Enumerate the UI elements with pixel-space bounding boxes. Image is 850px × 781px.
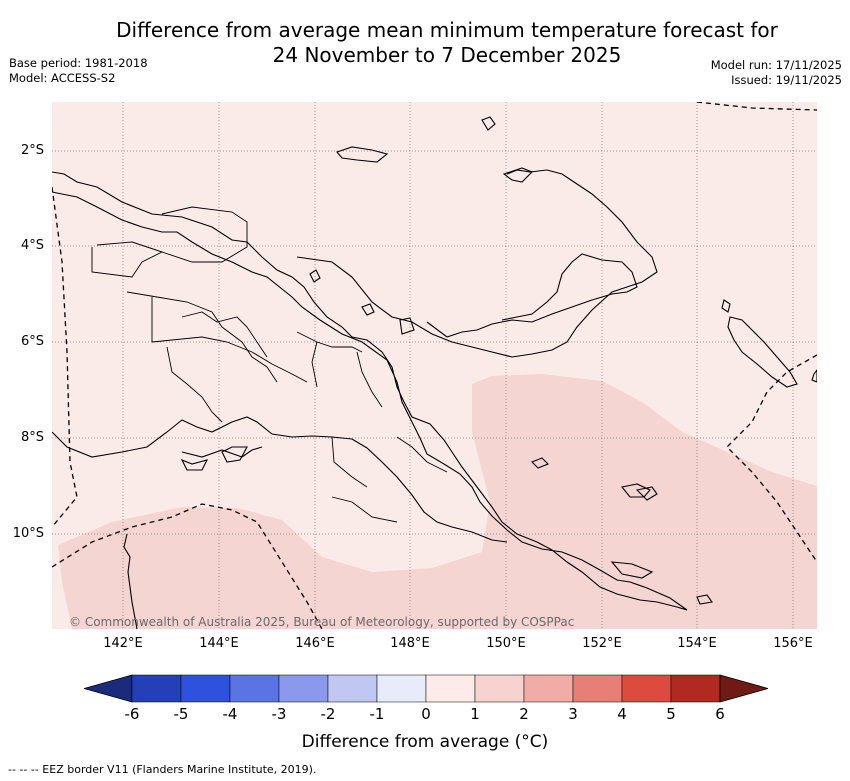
lat-label-2s: 2°S	[20, 143, 44, 158]
colorbar-segment	[180, 674, 231, 703]
fly-delta	[180, 458, 209, 471]
colorbar-arrow-high	[719, 674, 768, 703]
lon-label-156e: 156°E	[773, 636, 813, 651]
lon-label-152e: 152°E	[582, 636, 622, 651]
island-karkar	[309, 269, 321, 283]
warm-anomaly-region-southwest	[58, 507, 482, 629]
admiralty-islands	[336, 146, 389, 163]
dentrecasteaux-islands	[621, 483, 651, 498]
colorbar-arrow-low	[84, 674, 133, 703]
coastlines	[52, 116, 817, 629]
colorbar-tick-label: 3	[568, 705, 578, 723]
lon-label-154e: 154°E	[677, 636, 717, 651]
lon-label-150e: 150°E	[486, 636, 526, 651]
manus-island	[481, 116, 496, 131]
colorbar-segment	[670, 674, 721, 703]
gulf-papua-coast	[52, 416, 508, 543]
colorbar-segment	[572, 674, 623, 703]
colorbar-tick-label: -3	[271, 705, 287, 723]
lon-label-144e: 144°E	[199, 636, 239, 651]
model-run: Model run: 17/11/2025	[710, 58, 842, 72]
colorbar-tick-label: -2	[320, 705, 336, 723]
lat-label-6s: 6°S	[20, 334, 44, 349]
woodlark-island	[635, 486, 658, 501]
colorbar-segment	[474, 674, 525, 703]
graticule	[52, 102, 817, 629]
new-guinea-coast	[52, 171, 688, 611]
meta-left: Base period: 1981-2018 Model: ACCESS-S2	[9, 56, 148, 86]
new-hanover-island	[502, 167, 533, 183]
colorbar-segment	[327, 674, 378, 703]
north-coast	[296, 169, 658, 358]
colorbar-segment	[131, 674, 182, 703]
colorbar-tick-label: -1	[369, 705, 385, 723]
colorbar-segment	[621, 674, 672, 703]
colorbar-tick-label: 4	[617, 705, 627, 723]
colorbar-tick-label: 5	[666, 705, 676, 723]
colorbar-segment	[376, 674, 427, 703]
province-borders	[91, 206, 448, 523]
colorbar-label: Difference from average (°C)	[301, 732, 549, 752]
colorbar-tick-label: 1	[470, 705, 480, 723]
colorbar-tick-label: -6	[124, 705, 140, 723]
lat-label-4s: 4°S	[20, 238, 44, 253]
base-period: Base period: 1981-2018	[9, 56, 148, 70]
bougainville-island	[727, 316, 798, 388]
meta-right: Model run: 17/11/2025 Issued: 19/11/2025	[711, 58, 842, 88]
colorbar-segment	[523, 674, 574, 703]
colorbar-tick-label: -5	[173, 705, 189, 723]
lon-label-146e: 146°E	[295, 636, 335, 651]
lat-label-8s: 8°S	[20, 430, 44, 445]
colorbar-segment	[425, 674, 476, 703]
island-east	[811, 369, 817, 383]
title-line-2: 24 November to 7 December 2025	[272, 43, 622, 67]
colorbar-tick-label: 2	[519, 705, 529, 723]
torres-strait-islands	[181, 446, 263, 458]
issued-date: Issued: 19/11/2025	[731, 73, 842, 87]
island-long	[361, 303, 375, 316]
chart-title: Difference from average mean minimum tem…	[0, 18, 850, 68]
colorbar-tick-label: -4	[222, 705, 238, 723]
eez-footnote: -- -- -- EEZ border V11 (Flanders Marine…	[8, 763, 317, 776]
louisiade-islands	[610, 561, 654, 579]
colorbar	[84, 674, 768, 703]
fly-delta-2	[221, 446, 248, 463]
trobriand-islands	[531, 457, 549, 469]
cape-york-coast	[123, 533, 138, 629]
bougainville-north	[721, 299, 731, 313]
colorbar-tick-label: 0	[421, 705, 431, 723]
lon-label-148e: 148°E	[390, 636, 430, 651]
map-copyright: © Commonwealth of Australia 2025, Bureau…	[69, 615, 574, 629]
papuan-peninsula	[426, 253, 638, 338]
warm-anomaly-region-east	[472, 374, 817, 629]
lat-label-10s: 10°S	[12, 526, 44, 541]
colorbar-segment	[229, 674, 280, 703]
eez-borders	[52, 102, 817, 629]
lon-label-142e: 142°E	[103, 636, 143, 651]
island-umboi	[399, 317, 415, 335]
rossel-island	[696, 594, 713, 605]
colorbar-segment	[278, 674, 329, 703]
model-name: Model: ACCESS-S2	[9, 71, 116, 85]
title-line-1: Difference from average mean minimum tem…	[116, 18, 778, 42]
forecast-map: © Commonwealth of Australia 2025, Bureau…	[52, 102, 817, 629]
colorbar-tick-label: 6	[715, 705, 725, 723]
